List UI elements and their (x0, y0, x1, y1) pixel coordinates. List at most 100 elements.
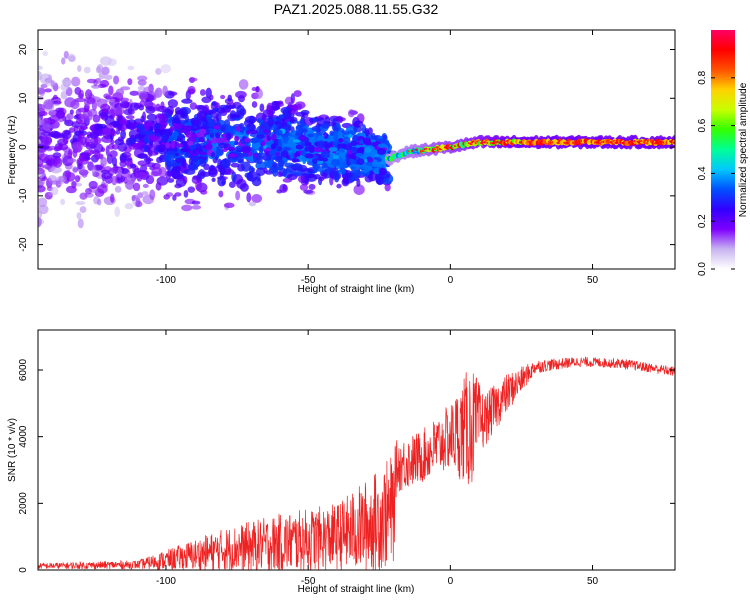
spectrogram-cell (289, 152, 294, 159)
spectrogram-cell (293, 90, 302, 97)
spectrogram-cell (38, 87, 46, 95)
snr-x-tick-label: 0 (448, 576, 454, 587)
spectrogram-cell (48, 174, 57, 183)
spectrogram-cell (185, 131, 194, 139)
spectrogram-cell (75, 201, 86, 206)
spectrogram-cell (250, 167, 256, 172)
spectrogram-cell (262, 155, 272, 161)
spectrogram-cell (174, 107, 182, 115)
spectrogram-image (38, 50, 675, 229)
spectrogram-cell (58, 175, 68, 183)
spectrogram-cell (61, 129, 72, 140)
spectrogram-cell (127, 65, 135, 71)
spectrogram-cell (191, 134, 198, 139)
spectrogram-cell (77, 65, 82, 72)
spectrogram-cell (290, 93, 296, 104)
spectrogram-cell (226, 135, 231, 141)
spectrogram-cell (174, 166, 182, 171)
spectrogram-cell (103, 93, 111, 99)
spectrogram-y-ticks: -20 -10 0 10 20 (18, 44, 675, 252)
spectrogram-x-tick-label: 50 (587, 275, 599, 286)
spectrogram-cell (213, 125, 220, 130)
spectrogram-cell (111, 156, 118, 167)
spectrogram-cell (42, 50, 48, 57)
spectrogram-cell (125, 177, 136, 184)
spectrogram-cell (83, 149, 96, 155)
spectrogram-cell (223, 168, 235, 175)
snr-x-ticks: -100 -50 0 50 (156, 330, 599, 587)
spectrogram-cell (115, 88, 125, 96)
spectrogram-cell (131, 194, 139, 200)
spectrogram-cell (47, 158, 56, 167)
spectrogram-cell (135, 171, 148, 179)
spectrogram-cell (199, 158, 207, 168)
spectrogram-cell (259, 103, 265, 112)
spectrogram-cell (303, 141, 312, 147)
spectrogram-cell (38, 216, 42, 228)
spectrogram-cell (128, 144, 141, 150)
spectrogram-cell (271, 133, 277, 142)
spectrogram-cell (279, 183, 288, 193)
spectrogram-cell (114, 138, 125, 146)
spectrogram-cell (263, 167, 268, 174)
spectrogram-cell (374, 153, 379, 158)
spectrogram-cell (338, 148, 346, 153)
spectrogram-cell (248, 201, 257, 207)
spectrogram-cell (100, 156, 107, 167)
spectrogram-x-tick-label: -50 (301, 275, 316, 286)
spectrogram-cell (96, 198, 102, 206)
spectrogram-cell (250, 137, 260, 144)
spectrogram-cell (336, 183, 342, 189)
spectrogram-cell (137, 79, 147, 86)
snr-y-tick-label: 4000 (18, 425, 29, 448)
spectrogram-cell (78, 154, 86, 162)
spectrogram-cell (307, 173, 315, 178)
spectrogram-cell (138, 104, 145, 111)
spectrogram-cell (272, 161, 278, 168)
spectrogram-cell (241, 152, 249, 157)
colorbar-tick-label: 0.4 (697, 166, 708, 180)
spectrogram-cell (158, 148, 165, 153)
spectrogram-cell (308, 145, 316, 153)
spectrogram-cell (42, 122, 52, 131)
spectrogram-cell (69, 109, 74, 115)
spectrogram-y-tick-label: 10 (18, 92, 29, 104)
spectrogram-cell (162, 85, 168, 96)
spectrogram-cell (87, 110, 93, 121)
spectrogram-cell (74, 97, 87, 103)
spectrogram-cell (166, 105, 175, 115)
spectrogram-y-label: Frequency (Hz) (7, 116, 18, 185)
spectrogram-cell (118, 118, 129, 126)
spectrogram-cell (129, 163, 137, 169)
spectrogram-cell (301, 150, 307, 156)
spectrogram-cell (274, 151, 281, 157)
spectrogram-cell (94, 149, 101, 161)
spectrogram-cell (272, 167, 279, 177)
spectrogram-cell (283, 146, 292, 152)
spectrogram-cell (356, 178, 361, 187)
colorbar-tick-label: 0.8 (697, 70, 708, 84)
spectrogram-cell (231, 114, 241, 119)
spectrogram-y-tick-label: 0 (18, 144, 29, 150)
spectrogram-cell (145, 105, 156, 114)
spectrogram-cell (312, 157, 318, 164)
spectrogram-cell (64, 119, 74, 127)
spectrogram-cell (210, 152, 216, 158)
spectrogram-cell (182, 158, 187, 169)
snr-y-tick-label: 2000 (18, 492, 29, 515)
spectrogram-cell (289, 117, 295, 124)
spectrogram-cell (97, 184, 108, 194)
spectrogram-cell (111, 175, 118, 186)
spectrogram-cell (350, 140, 358, 146)
spectrogram-cell (155, 103, 161, 112)
spectrogram-cell (174, 152, 180, 157)
spectrogram-cell (51, 123, 58, 129)
spectrogram-cell (188, 77, 198, 82)
spectrogram-cell (85, 187, 92, 195)
spectrogram-cell (377, 143, 387, 148)
spectrogram-cell (85, 89, 93, 100)
spectrogram-cell (184, 114, 189, 123)
spectrogram-cell (199, 89, 206, 96)
spectrogram-cell (347, 153, 358, 159)
spectrogram-cell (60, 198, 66, 206)
